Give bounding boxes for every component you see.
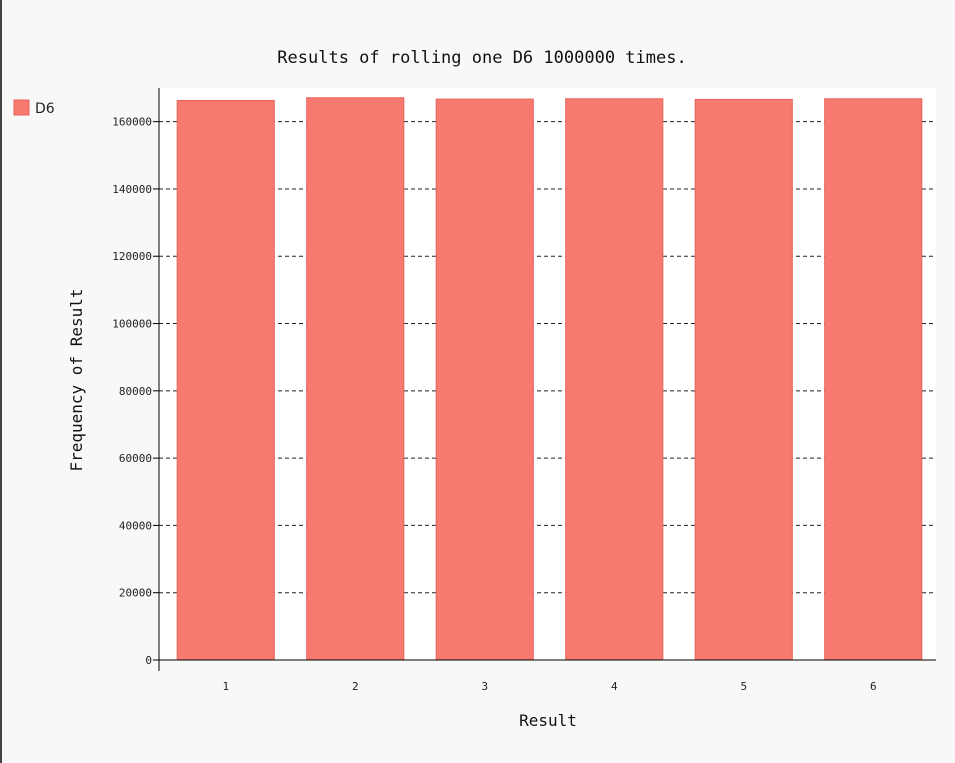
x-tick-label: 2 [352,680,359,693]
y-tick-label: 100000 [112,318,152,331]
y-tick-label: 60000 [119,452,152,465]
bar-5[interactable] [694,98,793,661]
y-tick-label: 40000 [119,519,152,532]
y-axis-ticks: 0 20000 40000 60000 80000 100000 120000 140000 1… [112,116,159,667]
bars [176,97,923,661]
x-axis-ticks: 1 2 3 4 5 6 [222,680,876,693]
grid-lines [159,121,936,594]
bar-1[interactable] [176,99,275,661]
y-tick-label: 160000 [112,116,152,129]
x-tick-label: 3 [481,680,488,693]
bar-6[interactable] [824,98,923,661]
x-tick-label: 6 [870,680,877,693]
y-axis-label: Frequency of Result [67,288,86,471]
legend-label-d6: D6 [35,101,55,117]
x-tick-label: 4 [611,680,618,693]
x-tick-label: 1 [222,680,229,693]
bar-3[interactable] [435,98,534,661]
bar-2[interactable] [306,97,405,661]
legend[interactable]: D6 [13,99,55,117]
y-tick-label: 0 [145,654,152,667]
plot-area [159,88,936,660]
y-tick-label: 20000 [119,587,152,600]
x-tick-label: 5 [740,680,747,693]
y-tick-label: 140000 [112,183,152,196]
y-tick-label: 120000 [112,250,152,263]
legend-swatch-d6 [13,99,30,116]
bar-4[interactable] [565,98,664,661]
y-tick-label: 80000 [119,385,152,398]
chart-title: Results of rolling one D6 1000000 times. [277,48,686,68]
x-axis-label: Result [519,711,577,730]
